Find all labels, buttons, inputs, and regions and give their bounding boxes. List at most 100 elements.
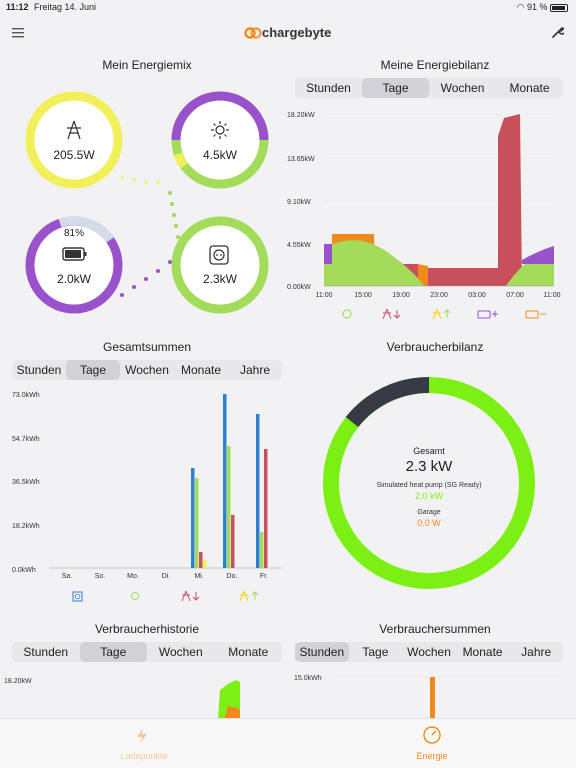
- tab-wochen[interactable]: Wochen: [440, 81, 485, 95]
- x-label: 07:00: [506, 292, 524, 299]
- bar: [256, 414, 260, 568]
- x-label: Mi.: [194, 573, 203, 580]
- battery-percent-value: 81%: [63, 228, 84, 239]
- battery-area: [324, 244, 332, 264]
- y-label: 18.2kWh: [12, 523, 40, 530]
- socket-legend-icon: [72, 591, 83, 602]
- bar: [430, 677, 435, 720]
- battery-icon: [550, 3, 568, 12]
- tab-monate[interactable]: Monate: [462, 645, 503, 659]
- tab-wochen[interactable]: Wochen: [158, 645, 203, 659]
- sun-legend-icon: [131, 592, 139, 600]
- brand-name: chargebyte: [262, 25, 332, 40]
- verbraucherhistorie-chart: 18.20kW: [4, 678, 282, 720]
- gesamtsummen-tabs: Stunden Tage Wochen Monate Jahre: [12, 360, 282, 380]
- verbraucherhistorie-tabs: Stunden Tage Wochen Monate: [12, 642, 282, 662]
- tab-tage[interactable]: Tage: [362, 645, 389, 659]
- tab-tage[interactable]: Tage: [66, 360, 120, 380]
- battery-level-icon: [62, 247, 87, 261]
- garage-value: 0.0 W: [417, 518, 441, 528]
- tab-jahre[interactable]: Jahre: [239, 363, 271, 377]
- y-label: 0.00kW: [287, 284, 311, 291]
- tab-jahre[interactable]: Jahre: [521, 645, 552, 659]
- status-right: ◠ 91 %: [517, 2, 568, 13]
- y-label: 18.20kW: [287, 112, 315, 119]
- tab-energie[interactable]: Energie: [416, 751, 448, 761]
- heatpump-value: 2.0 kW: [414, 491, 443, 501]
- x-label: 11:00: [316, 292, 333, 299]
- x-label: Mo.: [127, 573, 139, 580]
- x-label: Do.: [227, 573, 238, 580]
- x-label: 11:00: [544, 292, 561, 299]
- gesamtsummen-chart: 73.0kWh 54.7kWh 36.5kWh 18.2kWh 0.0kWh S…: [12, 392, 282, 602]
- battery-percent: 91 %: [526, 2, 548, 12]
- tab-stunden[interactable]: Stunden: [295, 642, 349, 662]
- y-label: 18.20kW: [4, 678, 32, 685]
- energiemix-diagram: [25, 91, 269, 314]
- bar: [227, 446, 231, 568]
- x-label: Di.: [162, 573, 171, 580]
- wrench-icon[interactable]: [551, 26, 564, 39]
- verbraucherhistorie-title: Verbraucherhistorie: [94, 622, 200, 636]
- wifi-icon: ◠: [516, 2, 525, 12]
- battery-value: 2.0kW: [56, 272, 91, 286]
- x-label: 23:00: [430, 292, 448, 299]
- consumer-value: 2.3kW: [202, 272, 237, 286]
- nav-bar: chargebyte: [0, 16, 576, 50]
- grid-legend-icon: [382, 308, 392, 320]
- y-label: 15.0kWh: [294, 675, 322, 682]
- y-label: 9.10kW: [287, 199, 311, 206]
- tab-wochen[interactable]: Wochen: [125, 363, 169, 377]
- grid-value: 205.5W: [53, 148, 95, 162]
- grid-ring: [25, 91, 123, 189]
- energiebilanz-legend: [342, 308, 546, 320]
- y-label: 4.55kW: [287, 242, 311, 249]
- power-tower-icon: [67, 120, 81, 140]
- tab-tage[interactable]: Tage: [79, 642, 147, 662]
- tab-tage[interactable]: Tage: [362, 78, 429, 98]
- total-value: 2.3 kW: [405, 458, 453, 475]
- tab-monate[interactable]: Monate: [509, 81, 550, 95]
- total-label: Gesamt: [413, 446, 445, 456]
- bar: [191, 468, 195, 568]
- tab-monate[interactable]: Monate: [180, 363, 222, 377]
- bar: [195, 478, 199, 568]
- energiemix-title: Mein Energiemix: [102, 58, 192, 72]
- bar: [231, 515, 235, 568]
- y-label: 0.0kWh: [12, 567, 36, 574]
- flow-dots: [120, 175, 180, 297]
- tab-wochen[interactable]: Wochen: [407, 645, 451, 659]
- feedin-legend-icon: [432, 308, 442, 320]
- verbrauchersummen-title: Verbrauchersummen: [379, 622, 491, 636]
- heatpump-label: Simulated heat pump (SG Ready): [376, 482, 482, 489]
- tab-stunden[interactable]: Stunden: [23, 645, 69, 659]
- status-date: Freitag 14. Juni: [34, 2, 97, 12]
- bolt-icon[interactable]: [134, 727, 150, 745]
- sun-legend-icon: [342, 309, 352, 319]
- battery-charge-legend-icon: [477, 310, 491, 319]
- sun-icon: [211, 121, 229, 139]
- tab-bar: Ladepunkte Energie: [0, 718, 576, 768]
- x-label: 19:00: [392, 292, 410, 299]
- tab-stunden[interactable]: Stunden: [16, 363, 62, 377]
- bar: [203, 560, 207, 568]
- tab-stunden[interactable]: Stunden: [306, 81, 351, 95]
- energiebilanz-chart: 18.20kW 13.65kW 9.10kW 4.55kW 0.00kW 11:…: [287, 112, 561, 320]
- y-label: 13.65kW: [287, 156, 315, 163]
- y-label: 36.5kWh: [12, 479, 40, 486]
- gesamtsummen-title: Gesamtsummen: [102, 340, 192, 354]
- bar: [199, 552, 203, 568]
- garage-label: Garage: [417, 509, 441, 516]
- gauge-icon[interactable]: [422, 725, 442, 745]
- verbraucherbilanz-donut: [323, 376, 535, 589]
- consumer-ring: [171, 216, 269, 314]
- tab-monate[interactable]: Monate: [228, 645, 269, 659]
- tab-ladepunkte[interactable]: Ladepunkte: [120, 751, 168, 761]
- energiebilanz-title: Meine Energiebilanz: [380, 58, 490, 72]
- x-label: Fr.: [260, 573, 268, 580]
- bar: [260, 532, 264, 568]
- menu-icon[interactable]: [12, 27, 26, 39]
- other-segment: [345, 376, 430, 428]
- verbraucherbilanz-title: Verbraucherbilanz: [386, 340, 484, 354]
- brand-logo-icon: [244, 27, 262, 39]
